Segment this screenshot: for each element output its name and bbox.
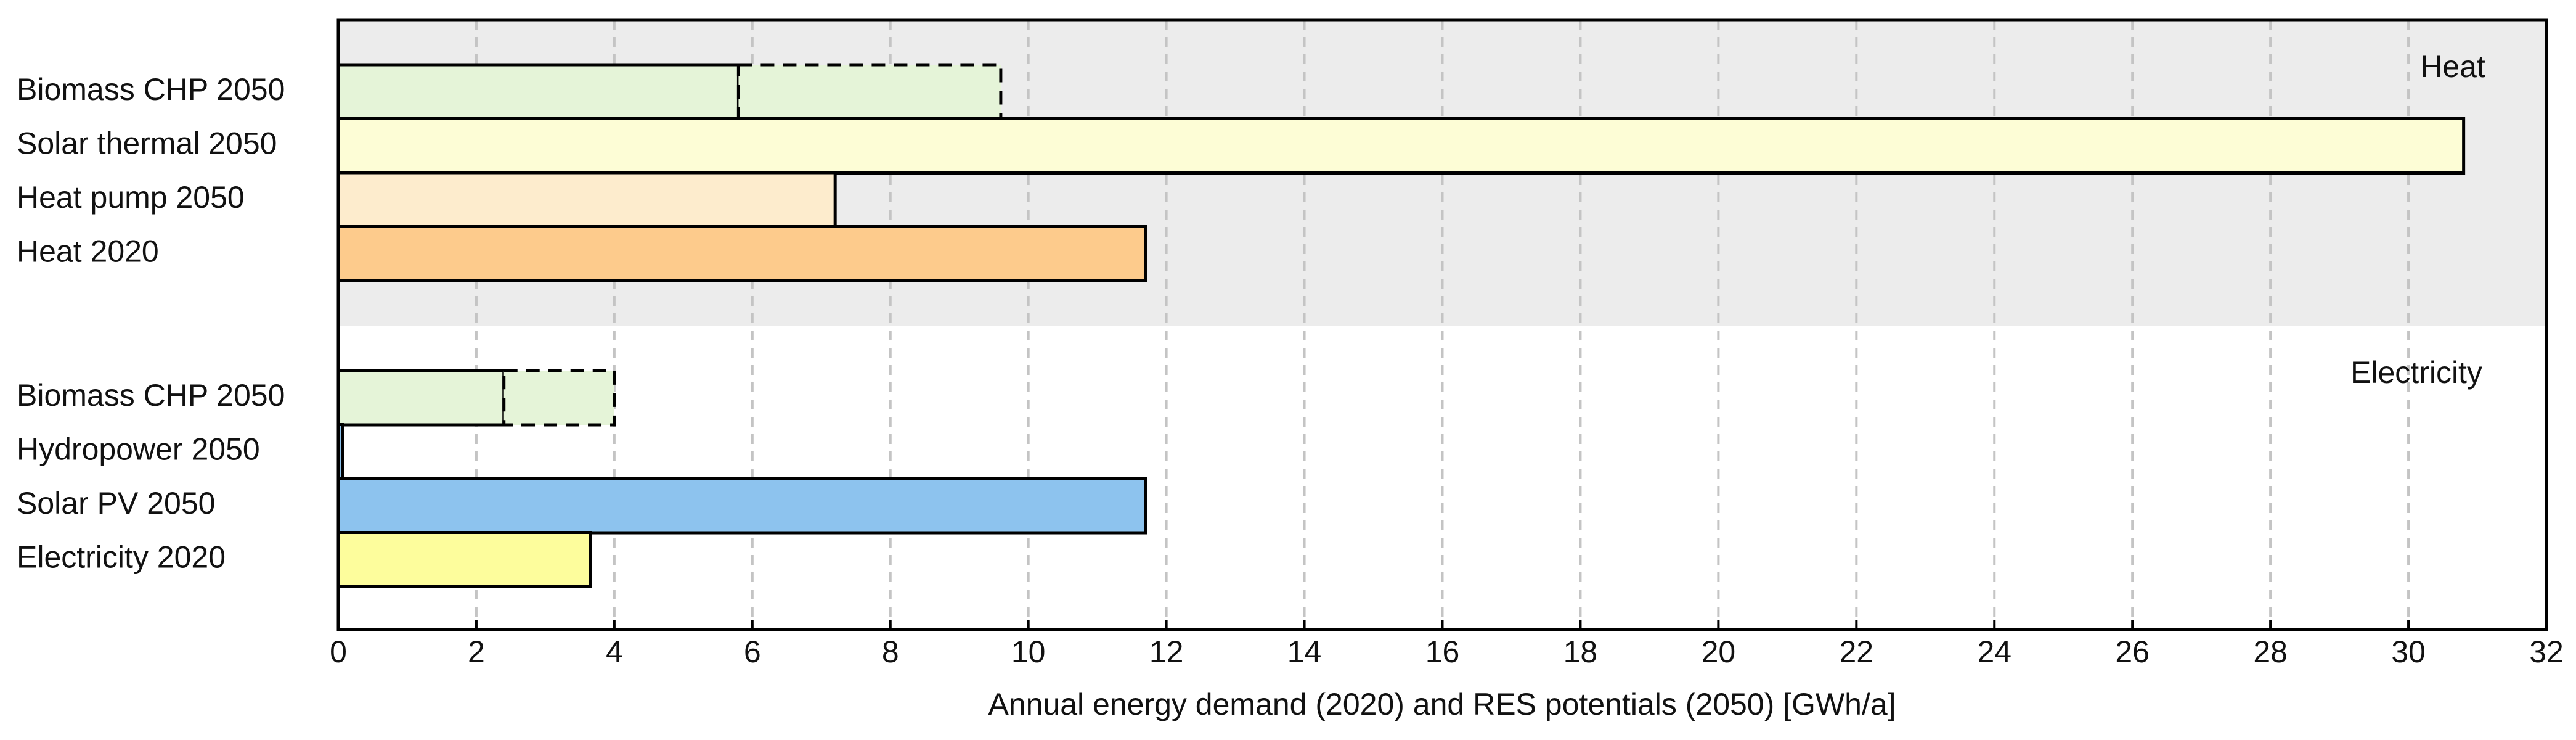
bar-range <box>736 63 1003 121</box>
group-label: Heat <box>2420 49 2485 84</box>
x-tick-label: 0 <box>330 635 347 669</box>
x-tick-label: 12 <box>1149 635 1184 669</box>
category-label: Biomass CHP 2050 <box>17 378 285 413</box>
bar <box>336 117 2466 175</box>
category-label: Heat 2020 <box>17 234 159 269</box>
group-label: Electricity <box>2350 355 2482 390</box>
category-label: Solar PV 2050 <box>17 486 215 520</box>
bar <box>336 171 837 229</box>
x-tick-label: 8 <box>882 635 899 669</box>
x-tick-label: 16 <box>1425 635 1460 669</box>
x-tick-label: 24 <box>1977 635 2011 669</box>
bars <box>336 63 2466 588</box>
x-tick-label: 30 <box>2391 635 2426 669</box>
category-label: Solar thermal 2050 <box>17 126 277 161</box>
x-tick-label: 4 <box>606 635 623 669</box>
bar <box>336 477 1147 535</box>
x-tick-label: 10 <box>1011 635 1046 669</box>
x-tick-label: 18 <box>1563 635 1598 669</box>
x-tick-label: 6 <box>744 635 761 669</box>
bar <box>336 63 740 121</box>
category-label: Heat pump 2050 <box>17 180 245 215</box>
x-axis-label: Annual energy demand (2020) and RES pote… <box>988 687 1896 722</box>
bar-range <box>502 369 616 427</box>
category-label: Electricity 2020 <box>17 540 226 575</box>
category-label: Hydropower 2050 <box>17 432 260 467</box>
bar <box>336 531 592 588</box>
x-tick-label: 26 <box>2115 635 2150 669</box>
x-tick-label: 14 <box>1287 635 1322 669</box>
bar <box>336 369 506 427</box>
x-tick-label: 20 <box>1702 635 1736 669</box>
x-tick-label: 22 <box>1840 635 1874 669</box>
x-tick-label: 2 <box>468 635 485 669</box>
category-label: Biomass CHP 2050 <box>17 72 285 107</box>
labels: Heat Biomass CHP 2050 Solar thermal 2050 He… <box>17 49 2485 575</box>
x-tick-label: 32 <box>2529 635 2564 669</box>
plot-frame <box>336 18 2548 631</box>
x-tick-label: 28 <box>2253 635 2288 669</box>
bar <box>336 225 1147 282</box>
